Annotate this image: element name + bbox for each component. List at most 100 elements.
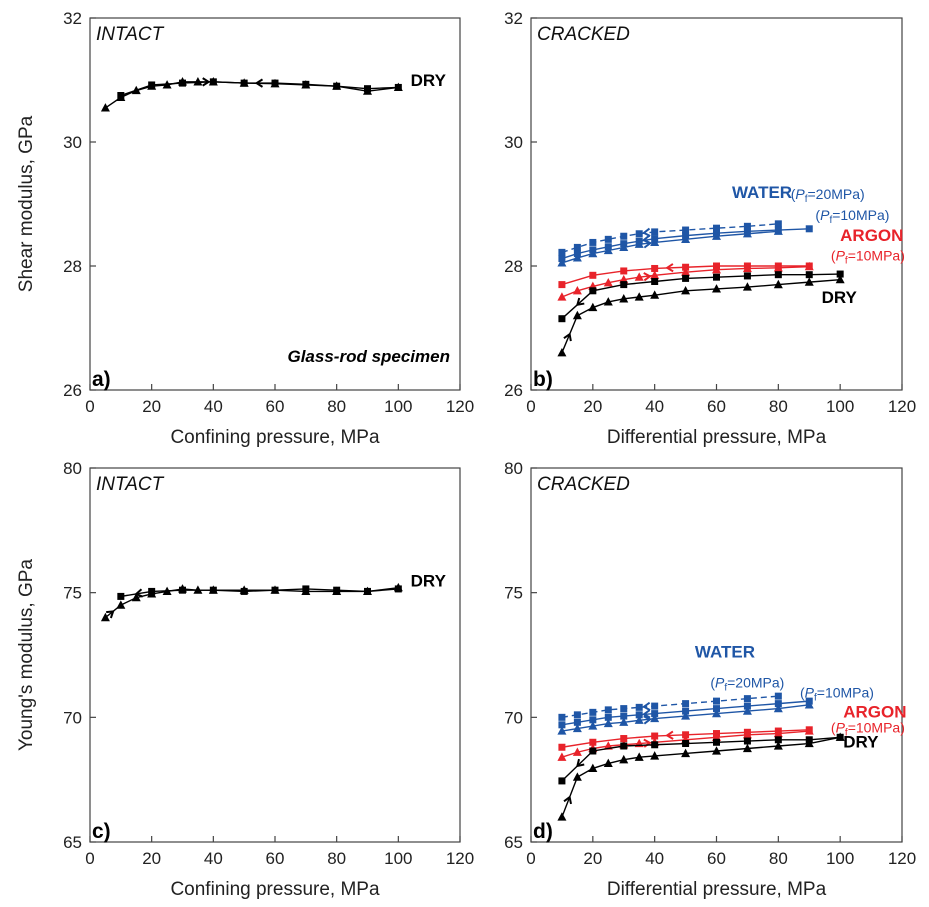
panel-b: 0 20 40 60 80 100 120 26 28 30 32 Differential pres… (504, 9, 916, 448)
series-5 (557, 274, 845, 357)
x-tick-label: 60 (707, 397, 726, 416)
data-point (179, 79, 186, 87)
y-tick-label: 75 (504, 584, 523, 603)
data-point (742, 706, 752, 715)
y-tick-label: 32 (63, 9, 82, 28)
data-point (650, 713, 660, 723)
data-point (651, 741, 659, 749)
data-point (651, 710, 659, 718)
direction-arrow (643, 715, 652, 725)
data-point (634, 752, 644, 761)
y-tick-label: 26 (63, 381, 82, 400)
data-point (634, 292, 644, 301)
plot-frame (89, 467, 461, 843)
data-point (558, 255, 566, 263)
data-point (394, 585, 402, 593)
data-point (743, 222, 751, 230)
series-line (561, 695, 779, 719)
data-point (558, 315, 566, 323)
data-point (682, 263, 690, 271)
panel-label: d) (533, 820, 553, 843)
data-point (805, 697, 813, 705)
data-point (743, 227, 751, 235)
data-point (743, 262, 751, 270)
x-tick-label: 40 (204, 397, 223, 416)
x-tick-label: 40 (645, 397, 664, 416)
data-point (620, 705, 628, 713)
data-point (651, 235, 659, 243)
data-point (572, 310, 582, 320)
data-point (712, 708, 721, 718)
data-point (682, 740, 690, 748)
series-annotation: WATER (695, 642, 755, 661)
y-tick-label: 65 (63, 833, 82, 852)
x-tick-label: 0 (85, 397, 94, 416)
data-point (100, 103, 110, 112)
data-point (558, 777, 566, 785)
x-tick-label: 80 (769, 849, 788, 868)
data-point (558, 743, 566, 751)
data-point (650, 270, 660, 279)
pressure-annotation: (Pf=10MPa) (815, 207, 889, 226)
series-line (561, 736, 841, 782)
data-point (557, 726, 567, 735)
data-point (179, 586, 186, 594)
plot-frame (89, 17, 461, 391)
data-point (651, 278, 659, 285)
data-point (364, 85, 371, 93)
data-point (634, 272, 644, 281)
data-point (713, 730, 720, 738)
data-point (774, 226, 782, 234)
data-point (588, 763, 598, 773)
data-point (588, 721, 598, 730)
series-0 (100, 77, 403, 112)
data-point (558, 281, 566, 289)
data-point (805, 726, 813, 734)
x-tick-label: 60 (707, 849, 726, 868)
panel-label: c) (92, 820, 111, 843)
direction-arrow (665, 730, 674, 740)
data-point (333, 586, 341, 594)
data-point (604, 713, 612, 721)
data-point (634, 715, 644, 724)
series-annotation: ARGON (840, 226, 903, 245)
series-0 (100, 582, 403, 622)
data-point (681, 748, 691, 758)
direction-arrow (575, 297, 585, 307)
data-point (742, 282, 752, 291)
data-point (682, 707, 690, 715)
data-point (589, 246, 597, 254)
data-point (604, 235, 612, 243)
x-tick-label: 80 (327, 397, 346, 416)
data-point (635, 711, 643, 719)
series-1 (117, 78, 402, 99)
x-axis-label: Differential pressure, MPa (607, 427, 827, 448)
panel-title: CRACKED (537, 474, 630, 495)
data-point (774, 262, 782, 270)
y-tick-label: 32 (504, 9, 523, 28)
data-point (572, 253, 582, 262)
data-point (682, 226, 690, 234)
series-line (561, 278, 841, 354)
data-point (774, 736, 782, 744)
data-point (271, 586, 279, 594)
data-point (573, 250, 581, 258)
direction-arrow (665, 263, 674, 273)
data-point (589, 708, 597, 716)
direction-arrow (642, 701, 651, 712)
data-point (682, 731, 690, 739)
direction-arrow (643, 272, 652, 282)
x-tick-label: 100 (826, 849, 854, 868)
data-point (620, 267, 628, 275)
x-tick-label: 60 (266, 397, 285, 416)
data-point (743, 702, 751, 710)
series-4 (558, 726, 813, 751)
data-point (713, 697, 720, 705)
panel-d: 0 20 40 60 80 100 120 65 70 75 80 Differential pres… (504, 459, 916, 900)
y-tick-label: 30 (504, 133, 523, 152)
data-point (743, 272, 751, 280)
data-point (805, 736, 813, 744)
y-tick-label: 28 (504, 257, 523, 276)
panel-title: INTACT (96, 474, 165, 495)
data-point (836, 270, 844, 278)
